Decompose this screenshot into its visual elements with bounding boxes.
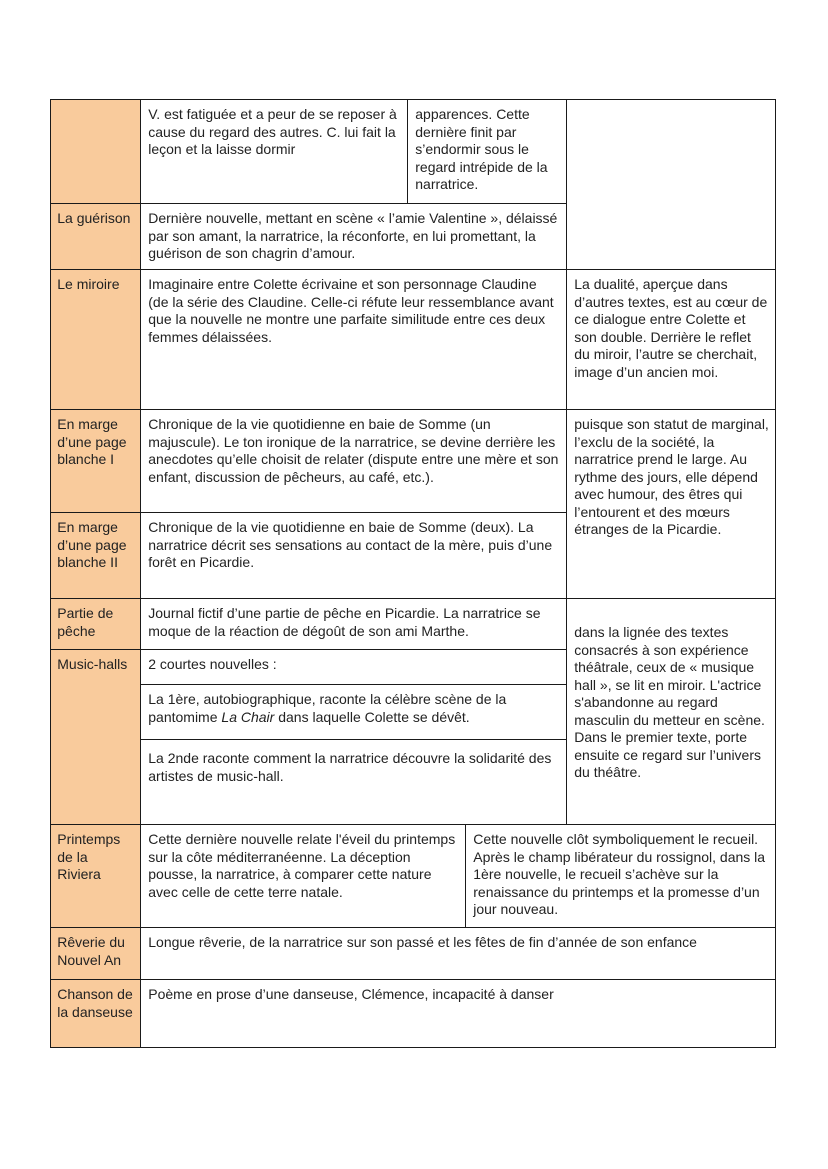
summary-cell: 2 courtes nouvelles : <box>140 649 568 686</box>
title-cell: Partie de pêche <box>50 598 142 651</box>
summary-cell: Cette dernière nouvelle relate l'éveil d… <box>140 824 467 929</box>
part2-cell: La 2nde raconte comment la narratrice dé… <box>140 739 568 826</box>
title-cell: Rêverie du Nouvel An <box>50 927 142 981</box>
title-cell: Music-halls <box>50 649 142 826</box>
title-cell: Printemps de la Riviera <box>50 824 142 929</box>
analysis-cell: puisque son statut de marginal, l’exclu … <box>566 409 777 600</box>
analysis-cell: La dualité, aperçue dans d’autres textes… <box>566 269 777 411</box>
summary-cell: Dernière nouvelle, mettant en scène « l’… <box>140 203 568 271</box>
extra-cell: apparences. Cette dernière finit par s’e… <box>407 99 568 205</box>
summary-cell: Poème en prose d’une danseuse, Clémence,… <box>140 979 777 1049</box>
title-cell: En marge d’une page blanche II <box>50 512 142 600</box>
summary-cell: Chronique de la vie quotidienne en baie … <box>140 512 568 600</box>
summary-cell: Chronique de la vie quotidienne en baie … <box>140 409 568 514</box>
summary-cell: Longue rêverie, de la narratrice sur son… <box>140 927 777 981</box>
title-cell: La guérison <box>50 203 142 271</box>
analysis-cell: Cette nouvelle clôt symboliquement le re… <box>465 824 777 929</box>
title-cell: Le miroire <box>50 269 142 411</box>
part1-text: La 1ère, autobiographique, raconte la cé… <box>148 691 507 725</box>
part1-text-end: dans laquelle Colette se dévêt. <box>274 708 470 725</box>
analysis-cell-empty <box>566 99 777 271</box>
summary-cell: Journal fictif d’une partie de pêche en … <box>140 598 568 651</box>
part1-title: La Chair <box>221 708 275 725</box>
part1-cell: La 1ère, autobiographique, raconte la cé… <box>140 684 568 741</box>
title-cell: En marge d’une page blanche I <box>50 409 142 514</box>
summary-cell: V. est fatiguée et a peur de se reposer … <box>140 99 409 205</box>
analysis-cell: dans la lignée des textes consacrés à so… <box>566 598 777 826</box>
title-cell: Chanson de la danseuse <box>50 979 142 1049</box>
summary-cell: Imaginaire entre Colette écrivaine et so… <box>140 269 568 411</box>
